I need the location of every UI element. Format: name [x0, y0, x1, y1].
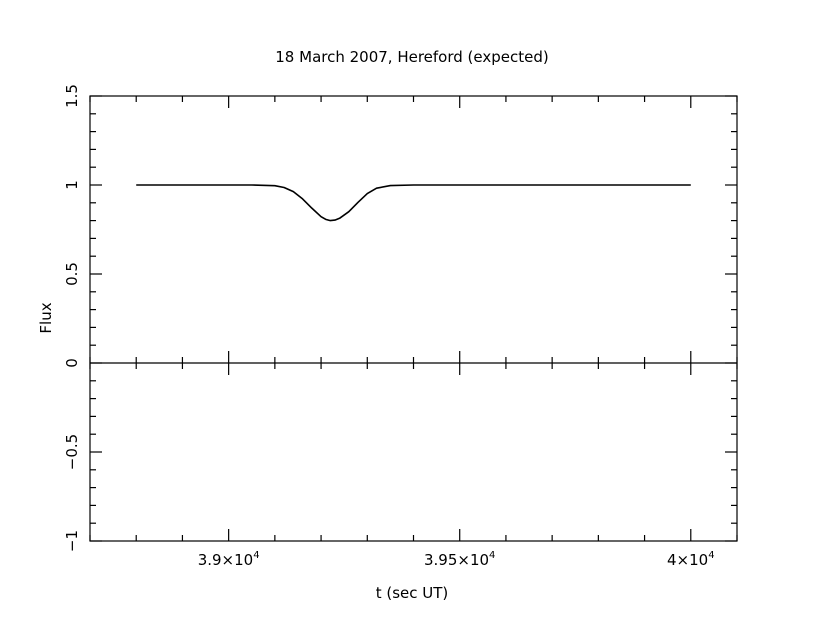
x-tick-exponent: 4 — [489, 550, 495, 561]
plot-frame — [89, 95, 738, 542]
x-tick-mantissa: 3.95×10 — [424, 551, 489, 569]
chart-title: 18 March 2007, Hereford (expected) — [275, 48, 548, 66]
x-tick-label: 3.9×104 — [198, 550, 260, 569]
x-tick-mantissa: 4×10 — [667, 551, 708, 569]
y-axis-label: Flux — [37, 302, 55, 333]
y-tick-label: −0.5 — [63, 434, 81, 470]
x-axis-label: t (sec UT) — [376, 584, 449, 602]
y-tick-label: 1 — [63, 180, 81, 190]
x-tick-label: 4×104 — [667, 550, 715, 569]
x-tick-exponent: 4 — [253, 550, 259, 561]
y-tick-label: 0.5 — [63, 262, 81, 286]
x-tick-mantissa: 3.9×10 — [198, 551, 254, 569]
series-layer — [136, 184, 691, 222]
flux-curve — [136, 184, 691, 222]
x-tick-label: 3.95×104 — [424, 550, 495, 569]
y-tick-label: 1.5 — [63, 84, 81, 108]
y-tick-label: 0 — [63, 358, 81, 368]
y-tick-label: −1 — [63, 530, 81, 552]
x-tick-exponent: 4 — [708, 550, 714, 561]
